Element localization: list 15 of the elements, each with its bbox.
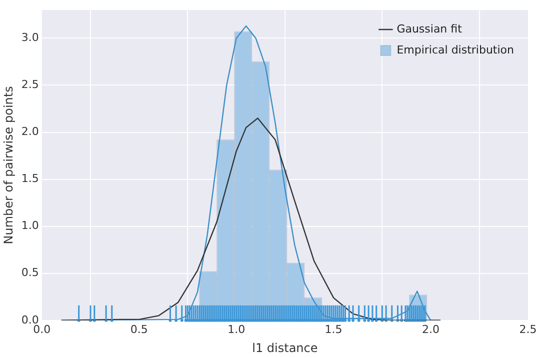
x-tick-label: 2.0 (422, 322, 440, 336)
y-tick-label: 1.5 (21, 172, 39, 186)
x-tick-label: 0.5 (130, 322, 148, 336)
x-tick-label: 1.5 (324, 322, 342, 336)
y-tick-label: 3.0 (21, 31, 39, 44)
x-axis-title: l1 distance (252, 340, 318, 355)
y-tick-label: 0.5 (21, 266, 39, 280)
x-tick-label: 1.0 (228, 322, 246, 336)
y-axis-title: Number of pairwise points (1, 86, 16, 244)
y-tick-label: 2.5 (21, 78, 39, 92)
y-tick-label: 1.0 (21, 219, 39, 232)
legend-label: Empirical distribution (396, 43, 514, 56)
legend-label: Gaussian fit (396, 22, 463, 36)
x-tick-label: 2.5 (519, 322, 537, 336)
y-tick-label: 2.0 (21, 125, 39, 138)
